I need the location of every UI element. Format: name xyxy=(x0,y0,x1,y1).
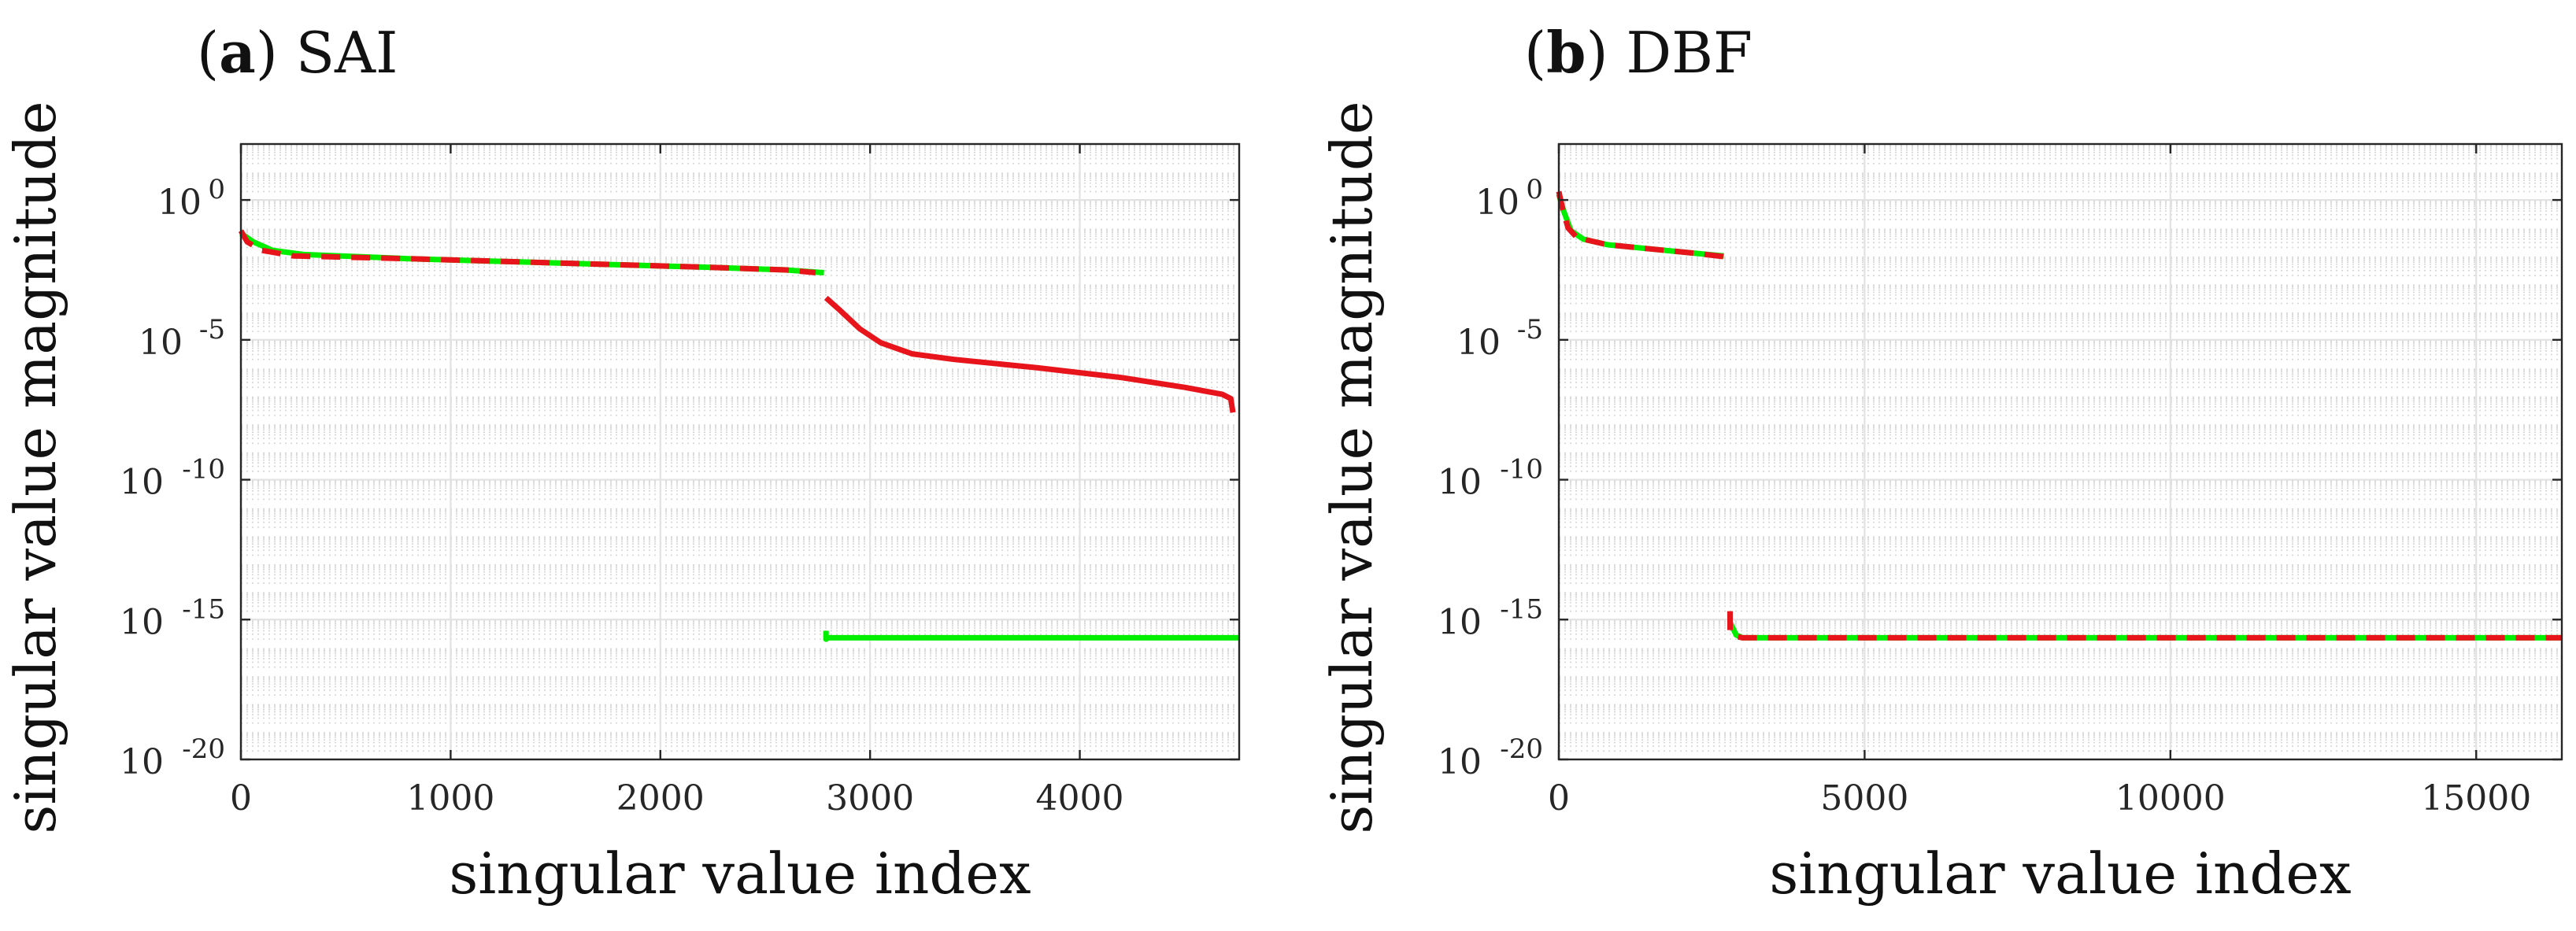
y-tick-base: 10 xyxy=(1475,183,1519,223)
series-line xyxy=(238,229,816,275)
y-tick-exponent: -5 xyxy=(199,314,225,345)
panel-title-close-paren: ) xyxy=(256,20,296,86)
series-line xyxy=(823,630,1239,642)
panel-title: (a) SAI xyxy=(197,19,398,86)
series-line xyxy=(824,295,1236,413)
y-tick-exponent: -15 xyxy=(1500,593,1543,625)
y-tick-exponent: -20 xyxy=(1500,733,1543,765)
x-axis-label: singular value index xyxy=(1769,840,2351,907)
y-tick-exponent: -10 xyxy=(182,454,225,486)
y-tick-exponent: -5 xyxy=(1517,314,1543,345)
y-tick-base: 10 xyxy=(1438,463,1482,503)
panel-title: (b) DBF xyxy=(1524,19,1752,86)
y-tick-base: 10 xyxy=(120,602,164,642)
panel-a: 0 1000 2000 3000 4000010-510-1010-1510-2010s… xyxy=(2,19,1241,907)
panel-title-text: SAI xyxy=(296,20,398,86)
panel-title-close-paren: ) xyxy=(1586,20,1626,86)
x-tick-label: 2000 xyxy=(616,778,705,818)
x-tick-label: 1000 xyxy=(406,778,494,818)
y-tick-exponent: 0 xyxy=(1526,174,1543,205)
panel-title-open-paren: ( xyxy=(197,20,219,86)
x-tick-label: 10000 xyxy=(2115,778,2226,818)
series-line xyxy=(239,231,824,275)
x-tick-label: 4000 xyxy=(1036,778,1124,818)
x-tick-label: 3000 xyxy=(826,778,914,818)
series-line xyxy=(1556,194,1725,259)
panel-letter: b xyxy=(1546,19,1586,86)
x-tick-label: 0 xyxy=(230,778,252,818)
x-tick-label: 5000 xyxy=(1820,778,1908,818)
axes-frame xyxy=(1557,142,2563,761)
x-axis-label: singular value index xyxy=(449,840,1031,907)
panel-title-text: DBF xyxy=(1626,20,1752,86)
y-tick-base: 10 xyxy=(1438,602,1482,642)
x-tick-label: 15000 xyxy=(2421,778,2531,818)
y-tick-exponent: -10 xyxy=(1500,454,1543,486)
y-tick-exponent: -15 xyxy=(182,593,225,625)
y-tick-base: 10 xyxy=(120,463,164,503)
panel-letter: a xyxy=(219,19,256,86)
y-tick-base: 10 xyxy=(1438,742,1482,782)
y-tick-base: 10 xyxy=(139,323,183,363)
y-tick-exponent: 0 xyxy=(208,174,225,205)
x-tick-label: 0 xyxy=(1548,778,1570,818)
y-tick-base: 10 xyxy=(157,183,202,223)
y-axis-label: singular value magnitude xyxy=(2,101,68,833)
y-tick-base: 10 xyxy=(120,742,164,782)
y-tick-base: 10 xyxy=(1456,323,1501,363)
panel-b: 0 5000 10000 15000010-510-1010-1510-2010sin… xyxy=(1319,19,2563,907)
y-tick-exponent: -20 xyxy=(182,733,225,765)
y-axis-label: singular value magnitude xyxy=(1319,101,1385,833)
panel-title-open-paren: ( xyxy=(1524,20,1546,86)
axes-frame xyxy=(239,142,1241,761)
series-line xyxy=(1727,611,2562,641)
series-line xyxy=(1556,190,1730,260)
